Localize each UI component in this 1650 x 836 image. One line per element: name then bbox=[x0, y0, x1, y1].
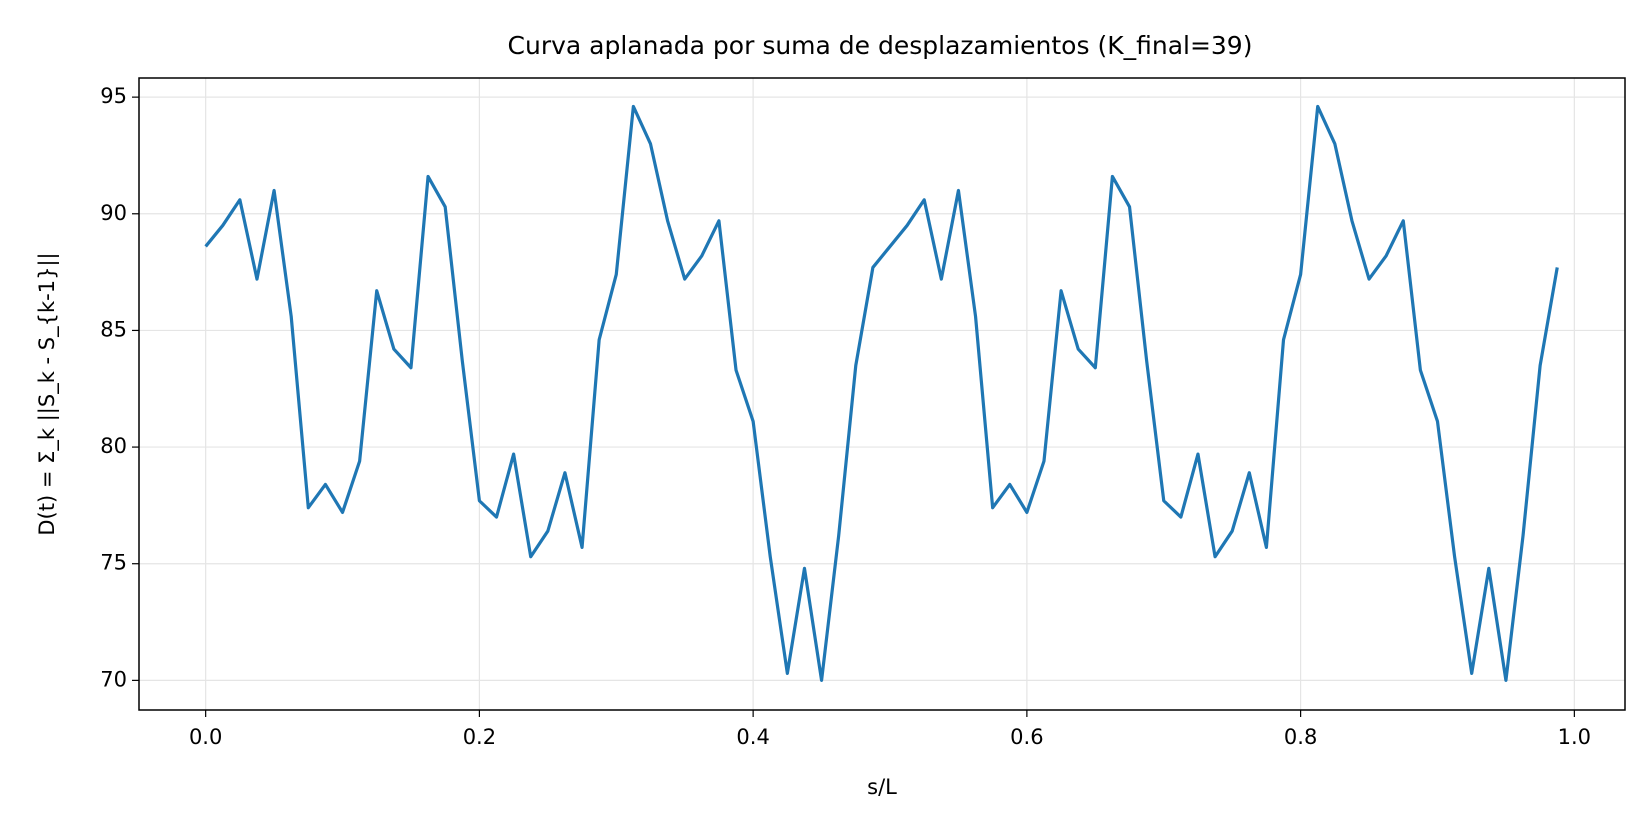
plot-frame bbox=[138, 77, 1626, 711]
x-tick-label: 0.6 bbox=[1010, 725, 1043, 749]
data-line bbox=[204, 104, 1559, 682]
y-tick-label: 75 bbox=[100, 551, 127, 575]
x-tick-label: 0.8 bbox=[1284, 725, 1317, 749]
x-tick-label: 0.2 bbox=[463, 725, 496, 749]
y-tick-label: 85 bbox=[100, 317, 127, 341]
y-tick-label: 90 bbox=[100, 201, 127, 225]
y-tick-label: 95 bbox=[100, 84, 127, 108]
y-tick-label: 70 bbox=[100, 667, 127, 691]
x-tick-label: 0.0 bbox=[189, 725, 222, 749]
x-tick-label: 1.0 bbox=[1558, 725, 1591, 749]
x-tick-label: 0.4 bbox=[736, 725, 769, 749]
chart-title: Curva aplanada por suma de desplazamient… bbox=[508, 31, 1253, 60]
y-axis-label: D(t) = Σ_k ||S_k - S_{k-1}|| bbox=[35, 252, 60, 535]
y-tick-label: 80 bbox=[100, 434, 127, 458]
x-axis-label: s/L bbox=[867, 775, 897, 799]
